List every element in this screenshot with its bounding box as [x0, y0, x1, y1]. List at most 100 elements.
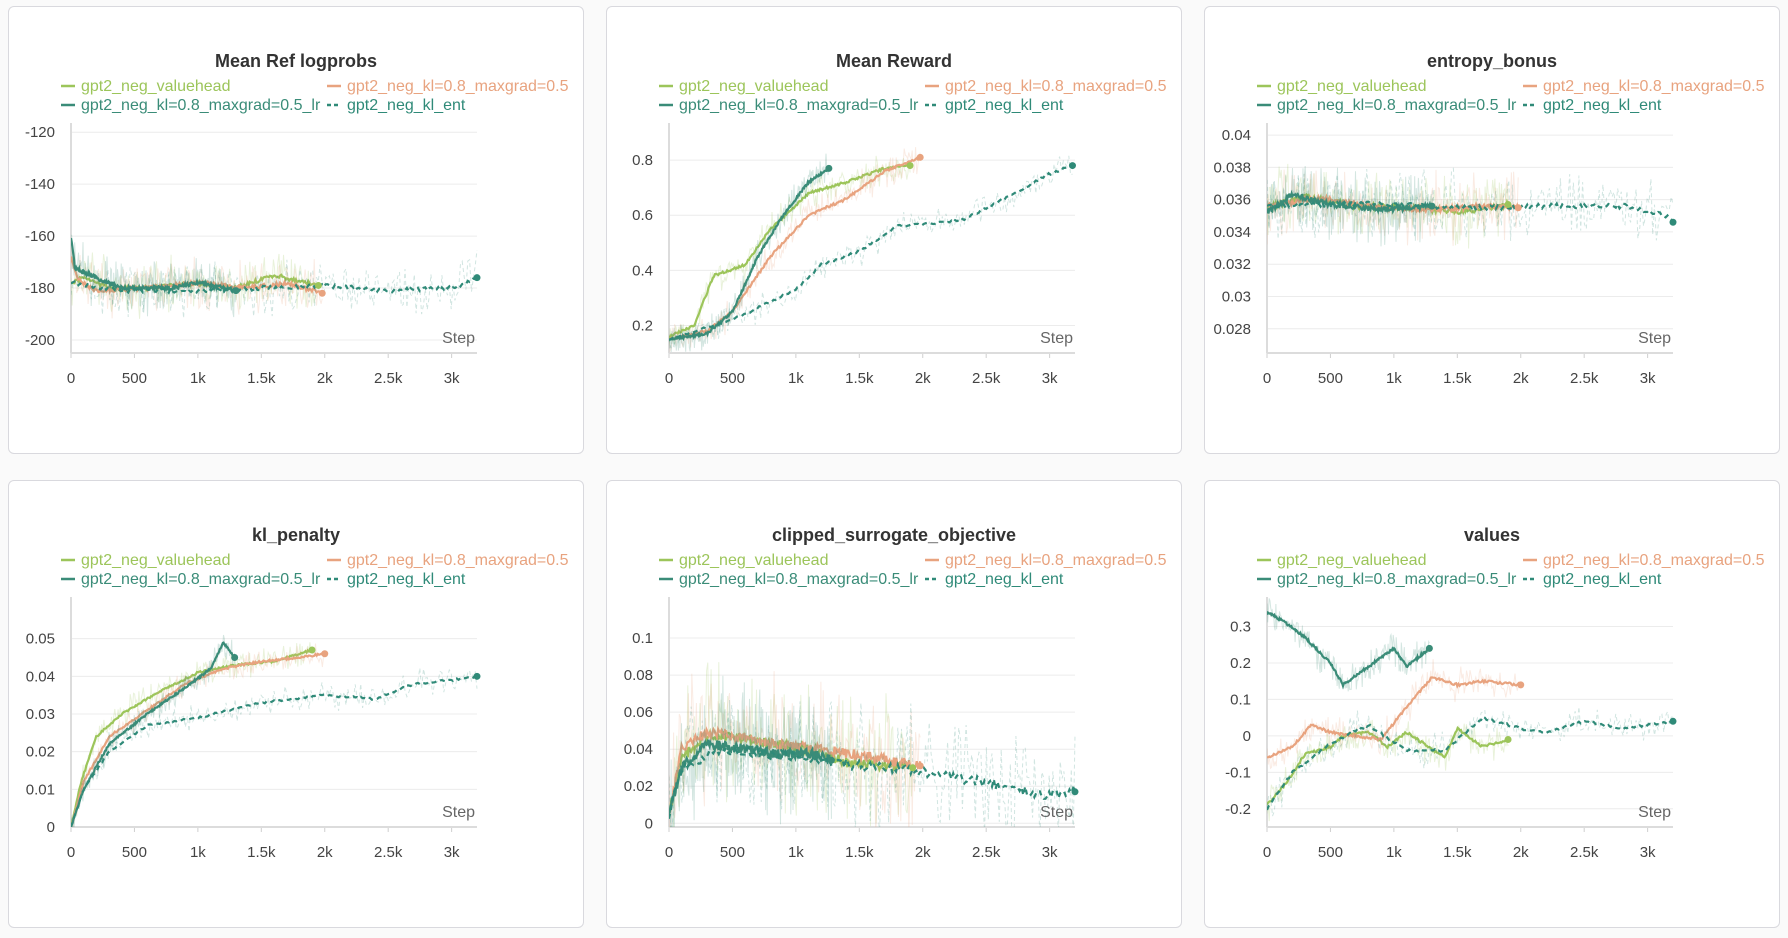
series-end-point-gpt2-neg-valuehead [1504, 736, 1512, 744]
series-end-point-gpt2-neg-kl-0-8-maxgrad-0-5 [318, 289, 326, 297]
x-tick-label: 2k [915, 370, 931, 387]
legend-item-gpt2-neg-kl-ent[interactable]: gpt2_neg_kl_ent [327, 97, 466, 114]
series-end-point-gpt2-neg-valuehead [314, 281, 322, 289]
legend-item-gpt2-neg-kl-ent[interactable]: gpt2_neg_kl_ent [925, 571, 1064, 588]
x-axis-label: Step [1638, 330, 1671, 347]
legend-item-gpt2-neg-valuehead[interactable]: gpt2_neg_valuehead [659, 78, 828, 95]
legend-item-gpt2-neg-kl-0-8-maxgrad-0-5[interactable]: gpt2_neg_kl=0.8_maxgrad=0.5 [327, 78, 569, 95]
legend-item-gpt2-neg-kl-0-8-maxgrad-0-5[interactable]: gpt2_neg_kl=0.8_maxgrad=0.5 [925, 552, 1167, 569]
plot-area [1267, 163, 1674, 249]
chart-clipped-surrogate-objective[interactable]: clipped_surrogate_objective gpt2_neg_valu… [607, 481, 1181, 927]
legend-item-gpt2-neg-kl-0-8-maxgrad-0-5-lr[interactable]: gpt2_neg_kl=0.8_maxgrad=0.5_lr [61, 571, 321, 588]
x-tick-label: 3k [1640, 844, 1656, 861]
x-tick-label: 1k [1386, 844, 1402, 861]
legend-item-gpt2-neg-valuehead[interactable]: gpt2_neg_valuehead [1257, 78, 1426, 95]
series-line-gpt2-neg-kl-ent[interactable] [1267, 715, 1674, 811]
x-tick-label: 500 [122, 844, 147, 861]
x-axis-label: Step [1040, 330, 1073, 347]
series-line-gpt2-neg-kl-0-8-maxgrad-0-5-lr[interactable] [71, 641, 236, 828]
legend-item-gpt2-neg-kl-0-8-maxgrad-0-5[interactable]: gpt2_neg_kl=0.8_maxgrad=0.5 [1523, 78, 1765, 95]
y-tick-label: 0.3 [1230, 619, 1251, 636]
chart-panel-values: values gpt2_neg_valuehead gpt2_neg_kl=0.8_… [1204, 480, 1780, 928]
x-tick-label: 2k [1513, 370, 1529, 387]
series-line-gpt2-neg-kl-0-8-maxgrad-0-5-lr[interactable] [669, 738, 833, 815]
legend-label: gpt2_neg_kl=0.8_maxgrad=0.5_lr [1277, 571, 1517, 588]
legend-label: gpt2_neg_kl=0.8_maxgrad=0.5_lr [679, 571, 919, 588]
y-tick-label: 0.03 [1222, 289, 1251, 306]
chart-title: kl_penalty [252, 525, 340, 545]
chart-panel-entropy-bonus: entropy_bonus gpt2_neg_valuehead gpt2_neg_… [1204, 6, 1780, 454]
x-axis-label: Step [442, 330, 475, 347]
chart-title: clipped_surrogate_objective [772, 525, 1016, 545]
legend-label: gpt2_neg_kl_ent [1543, 571, 1662, 588]
legend-item-gpt2-neg-kl-0-8-maxgrad-0-5-lr[interactable]: gpt2_neg_kl=0.8_maxgrad=0.5_lr [1257, 571, 1517, 588]
legend-item-gpt2-neg-valuehead[interactable]: gpt2_neg_valuehead [61, 552, 230, 569]
legend-item-gpt2-neg-valuehead[interactable]: gpt2_neg_valuehead [61, 78, 230, 95]
legend-item-gpt2-neg-kl-0-8-maxgrad-0-5-lr[interactable]: gpt2_neg_kl=0.8_maxgrad=0.5_lr [1257, 97, 1517, 114]
series-end-point-gpt2-neg-kl-ent [473, 274, 481, 282]
series-line-gpt2-neg-valuehead[interactable] [669, 163, 911, 339]
legend-item-gpt2-neg-kl-0-8-maxgrad-0-5-lr[interactable]: gpt2_neg_kl=0.8_maxgrad=0.5_lr [61, 97, 321, 114]
series-end-point-gpt2-neg-kl-ent [1669, 717, 1677, 725]
legend-item-gpt2-neg-kl-0-8-maxgrad-0-5[interactable]: gpt2_neg_kl=0.8_maxgrad=0.5 [925, 78, 1167, 95]
x-tick-label: 0 [1263, 844, 1271, 861]
plot-area [669, 662, 1076, 827]
x-tick-label: 2.5k [972, 844, 1001, 861]
series-line-gpt2-neg-kl-0-8-maxgrad-0-5[interactable] [669, 725, 922, 816]
y-tick-label: 0.05 [26, 631, 55, 648]
chart-values[interactable]: values gpt2_neg_valuehead gpt2_neg_kl=0.8_… [1205, 481, 1779, 927]
series-line-gpt2-neg-valuehead[interactable] [1267, 725, 1509, 806]
y-tick-label: 0 [1243, 728, 1251, 745]
chart-panel-mean-ref-logprobs: Mean Ref logprobs gpt2_neg_valuehead gpt2_… [8, 6, 584, 454]
y-tick-label: 0.036 [1213, 192, 1251, 209]
x-tick-label: 500 [1318, 370, 1343, 387]
legend-label: gpt2_neg_kl=0.8_maxgrad=0.5 [1543, 552, 1765, 569]
series-line-gpt2-neg-kl-0-8-maxgrad-0-5[interactable] [1267, 676, 1522, 759]
plot-area [1267, 598, 1674, 822]
legend-item-gpt2-neg-kl-0-8-maxgrad-0-5[interactable]: gpt2_neg_kl=0.8_maxgrad=0.5 [327, 552, 569, 569]
legend-item-gpt2-neg-kl-0-8-maxgrad-0-5[interactable]: gpt2_neg_kl=0.8_maxgrad=0.5 [1523, 552, 1765, 569]
x-tick-label: 1.5k [845, 844, 874, 861]
plot-area [669, 147, 1074, 353]
chart-kl-penalty[interactable]: kl_penalty gpt2_neg_valuehead gpt2_neg_kl=… [9, 481, 583, 927]
legend-item-gpt2-neg-kl-0-8-maxgrad-0-5-lr[interactable]: gpt2_neg_kl=0.8_maxgrad=0.5_lr [659, 571, 919, 588]
series-line-gpt2-neg-kl-0-8-maxgrad-0-5-lr[interactable] [71, 237, 237, 294]
series-raw-gpt2-neg-kl-0-8-maxgrad-0-5-lr [1267, 598, 1430, 692]
series-line-gpt2-neg-kl-ent[interactable] [1267, 198, 1674, 223]
series-line-gpt2-neg-kl-ent[interactable] [71, 674, 478, 827]
x-tick-label: 1.5k [247, 844, 276, 861]
y-tick-label: -180 [25, 280, 55, 297]
legend-item-gpt2-neg-valuehead[interactable]: gpt2_neg_valuehead [659, 552, 828, 569]
series-end-point-gpt2-neg-kl-0-8-maxgrad-0-5-lr [827, 756, 835, 764]
legend-item-gpt2-neg-kl-ent[interactable]: gpt2_neg_kl_ent [925, 97, 1064, 114]
series-end-point-gpt2-neg-kl-0-8-maxgrad-0-5 [321, 650, 329, 658]
legend-label: gpt2_neg_valuehead [81, 78, 230, 95]
x-tick-label: 1.5k [1443, 370, 1472, 387]
series-line-gpt2-neg-kl-ent[interactable] [669, 164, 1074, 341]
x-tick-label: 2.5k [972, 370, 1001, 387]
chart-mean-reward[interactable]: Mean Reward gpt2_neg_valuehead gpt2_neg_kl… [607, 7, 1181, 453]
legend-item-gpt2-neg-kl-ent[interactable]: gpt2_neg_kl_ent [1523, 571, 1662, 588]
y-tick-label: 0.032 [1213, 256, 1251, 273]
series-line-gpt2-neg-kl-0-8-maxgrad-0-5[interactable] [669, 156, 921, 341]
series-line-gpt2-neg-kl-0-8-maxgrad-0-5-lr[interactable] [669, 168, 830, 342]
legend-item-gpt2-neg-kl-0-8-maxgrad-0-5-lr[interactable]: gpt2_neg_kl=0.8_maxgrad=0.5_lr [659, 97, 919, 114]
y-tick-label: 0.028 [1213, 321, 1251, 338]
series-line-gpt2-neg-kl-0-8-maxgrad-0-5[interactable] [71, 652, 326, 828]
legend-label: gpt2_neg_kl_ent [347, 97, 466, 114]
chart-mean-ref-logprobs[interactable]: Mean Ref logprobs gpt2_neg_valuehead gpt2_… [9, 7, 583, 453]
series-raw-gpt2-neg-kl-0-8-maxgrad-0-5-lr [669, 153, 830, 353]
x-tick-label: 2k [317, 844, 333, 861]
legend-item-gpt2-neg-valuehead[interactable]: gpt2_neg_valuehead [1257, 552, 1426, 569]
series-line-gpt2-neg-valuehead[interactable] [71, 648, 313, 827]
legend-item-gpt2-neg-kl-ent[interactable]: gpt2_neg_kl_ent [327, 571, 466, 588]
series-line-gpt2-neg-kl-0-8-maxgrad-0-5-lr[interactable] [1267, 611, 1430, 690]
legend-item-gpt2-neg-kl-ent[interactable]: gpt2_neg_kl_ent [1523, 97, 1662, 114]
series-line-gpt2-neg-kl-ent[interactable] [669, 742, 1076, 820]
x-tick-label: 2k [1513, 844, 1529, 861]
series-end-point-gpt2-neg-kl-0-8-maxgrad-0-5 [1517, 681, 1525, 689]
series-end-point-gpt2-neg-kl-0-8-maxgrad-0-5 [916, 762, 924, 770]
legend-label: gpt2_neg_kl=0.8_maxgrad=0.5_lr [679, 97, 919, 114]
x-axis-label: Step [1638, 804, 1671, 821]
